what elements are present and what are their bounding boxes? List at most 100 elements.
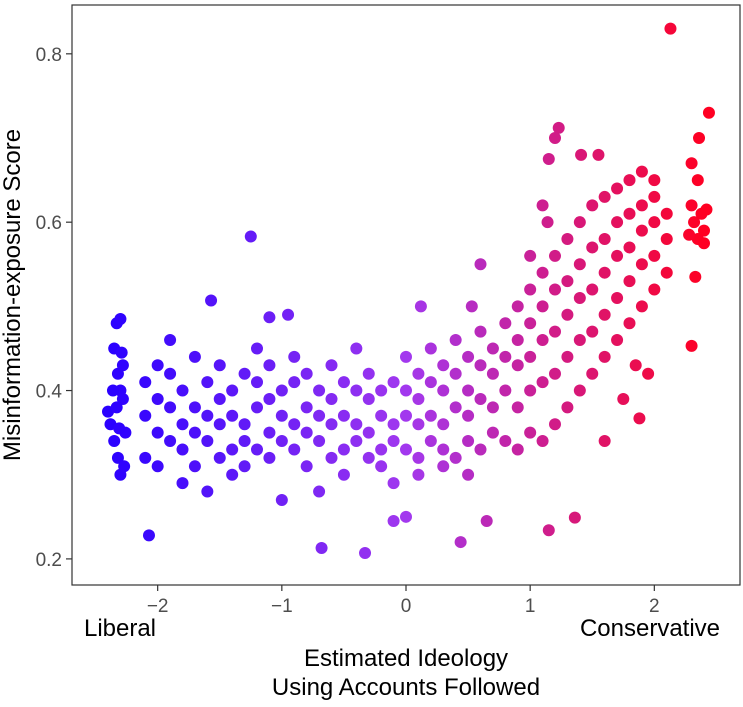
data-point bbox=[226, 409, 239, 422]
data-point bbox=[213, 451, 226, 464]
data-point bbox=[151, 460, 164, 473]
data-point bbox=[201, 376, 214, 389]
data-point bbox=[412, 468, 425, 481]
data-point bbox=[691, 174, 704, 187]
data-point bbox=[664, 22, 677, 35]
data-point bbox=[412, 418, 425, 431]
data-point bbox=[561, 275, 574, 288]
data-point bbox=[188, 350, 201, 363]
data-point bbox=[288, 443, 301, 456]
data-point bbox=[542, 153, 555, 166]
data-point bbox=[139, 376, 152, 389]
data-point bbox=[536, 266, 549, 279]
data-point bbox=[201, 485, 214, 498]
data-point bbox=[486, 342, 499, 355]
data-point bbox=[648, 249, 661, 262]
data-point bbox=[116, 392, 129, 405]
x-end-label-right: Conservative bbox=[580, 615, 720, 642]
data-point bbox=[400, 350, 412, 363]
data-point bbox=[573, 334, 586, 347]
data-point bbox=[213, 418, 226, 431]
data-point bbox=[176, 418, 189, 431]
data-point bbox=[424, 435, 437, 448]
data-point bbox=[164, 435, 177, 448]
data-point bbox=[693, 132, 706, 145]
x-axis-title-line2: Using Accounts Followed bbox=[272, 674, 540, 701]
data-point bbox=[623, 207, 636, 220]
data-point bbox=[573, 384, 586, 397]
data-point bbox=[251, 342, 264, 355]
data-point bbox=[238, 460, 251, 473]
data-point bbox=[611, 291, 624, 304]
x-end-label-left: Liberal bbox=[84, 615, 156, 642]
data-point bbox=[226, 384, 239, 397]
data-point bbox=[106, 384, 119, 397]
data-point bbox=[542, 524, 555, 537]
data-point bbox=[337, 409, 350, 422]
data-point bbox=[449, 367, 462, 380]
data-point bbox=[437, 384, 450, 397]
data-point bbox=[474, 392, 487, 405]
data-point bbox=[313, 485, 326, 498]
data-point bbox=[499, 435, 512, 448]
data-point bbox=[337, 468, 350, 481]
data-point bbox=[511, 300, 524, 313]
data-point bbox=[499, 317, 512, 330]
data-point bbox=[598, 350, 611, 363]
data-point bbox=[350, 384, 363, 397]
data-point bbox=[263, 311, 276, 324]
y-tick-label: 0.4 bbox=[36, 382, 63, 403]
data-point bbox=[568, 511, 581, 524]
data-point bbox=[115, 346, 128, 359]
data-point bbox=[499, 384, 512, 397]
data-point bbox=[536, 300, 549, 313]
data-point bbox=[424, 342, 437, 355]
data-point bbox=[474, 325, 487, 338]
data-point bbox=[511, 401, 524, 414]
data-point bbox=[685, 157, 698, 170]
data-point bbox=[288, 418, 301, 431]
data-point bbox=[263, 451, 276, 464]
data-point bbox=[362, 426, 375, 439]
data-point bbox=[400, 510, 412, 523]
data-point bbox=[387, 376, 400, 389]
data-point bbox=[548, 132, 561, 145]
data-point bbox=[573, 291, 586, 304]
data-point bbox=[251, 401, 264, 414]
data-point bbox=[387, 515, 400, 528]
data-point bbox=[226, 468, 239, 481]
data-point bbox=[375, 409, 388, 422]
data-point bbox=[238, 418, 251, 431]
data-point bbox=[697, 237, 710, 250]
x-tick-label: −2 bbox=[147, 596, 169, 617]
data-point bbox=[300, 426, 313, 439]
x-tick-label: 1 bbox=[525, 596, 536, 617]
data-point bbox=[437, 443, 450, 456]
data-point bbox=[116, 359, 129, 372]
data-point bbox=[611, 216, 624, 229]
x-tick-label: −1 bbox=[271, 596, 293, 617]
data-point bbox=[561, 233, 574, 246]
data-point bbox=[251, 443, 264, 456]
data-point bbox=[623, 174, 636, 187]
data-point bbox=[536, 376, 549, 389]
data-point bbox=[586, 367, 599, 380]
data-point bbox=[362, 367, 375, 380]
data-point bbox=[188, 426, 201, 439]
data-point bbox=[660, 266, 673, 279]
data-point bbox=[111, 451, 124, 464]
data-point bbox=[586, 199, 599, 212]
x-tick-label: 2 bbox=[649, 596, 660, 617]
data-point bbox=[176, 443, 189, 456]
data-point bbox=[226, 443, 239, 456]
data-point bbox=[400, 384, 412, 397]
data-point bbox=[238, 435, 251, 448]
data-point bbox=[176, 477, 189, 490]
data-point bbox=[313, 409, 326, 422]
data-point bbox=[598, 435, 611, 448]
data-point bbox=[288, 350, 301, 363]
data-point bbox=[697, 224, 710, 237]
data-point bbox=[462, 468, 475, 481]
data-point bbox=[480, 515, 493, 528]
